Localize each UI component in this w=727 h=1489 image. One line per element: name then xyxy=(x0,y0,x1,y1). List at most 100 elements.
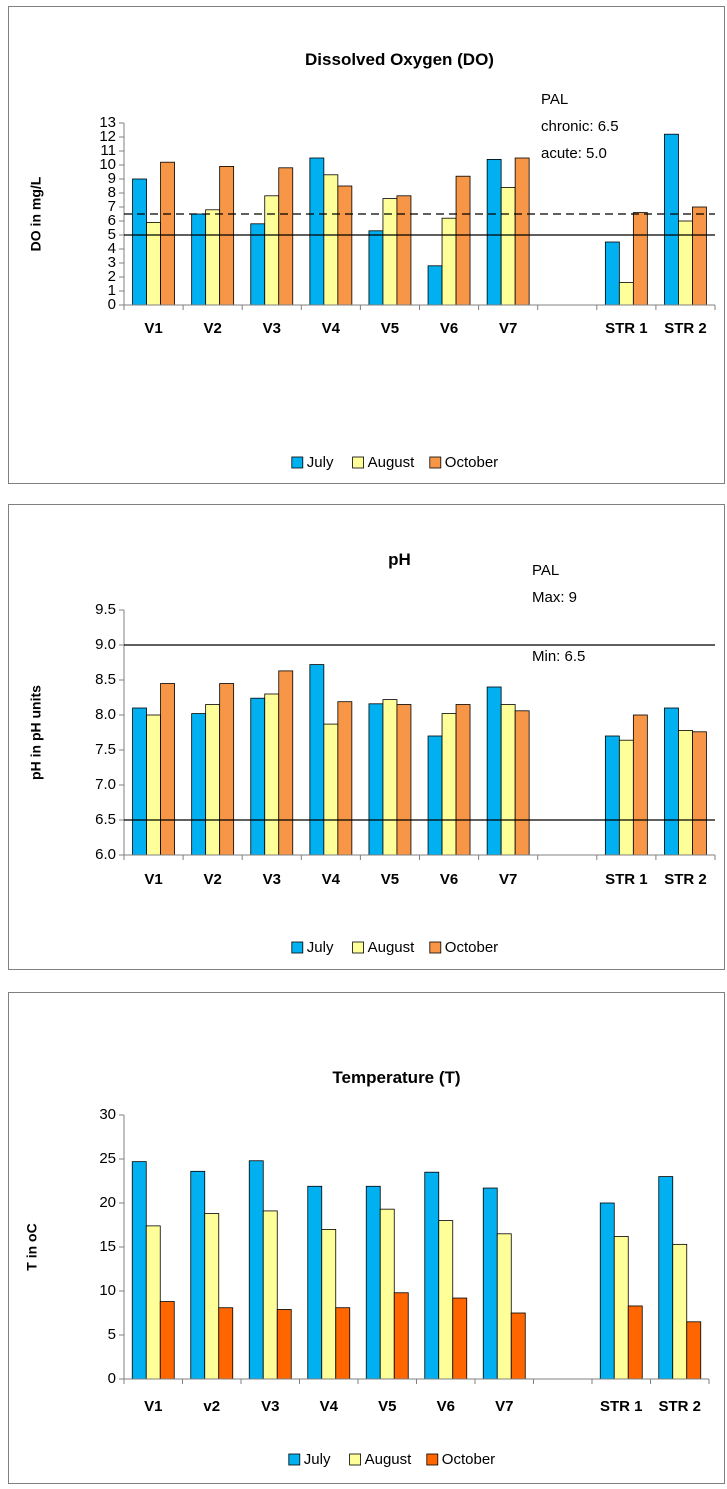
bar-august-v7 xyxy=(496,1233,512,1380)
legend-swatch-august xyxy=(352,941,365,954)
legend-label-october: October xyxy=(445,939,498,956)
bar-october-v4 xyxy=(337,701,353,856)
x-tick-label: V6 xyxy=(440,871,458,888)
bar-october-v3 xyxy=(278,670,294,856)
x-tick-label: v2 xyxy=(203,1398,220,1415)
legend-label-october: October xyxy=(445,454,498,471)
x-tick-label: V5 xyxy=(381,871,399,888)
bar-october-str-2 xyxy=(692,206,707,306)
y-tick-label: 8.5 xyxy=(95,671,116,688)
bar-august-v1 xyxy=(146,714,161,856)
x-tick-label: V2 xyxy=(203,871,221,888)
chart-title: Dissolved Oxygen (DO) xyxy=(305,50,494,69)
bar-july-v6 xyxy=(427,265,443,306)
bar-october-v2 xyxy=(219,165,235,306)
x-tick-label: V6 xyxy=(437,1398,455,1415)
x-tick-label: V7 xyxy=(495,1398,513,1415)
bar-july-v4 xyxy=(307,1185,323,1380)
y-tick-label: 6.0 xyxy=(95,846,116,863)
x-tick-label: V7 xyxy=(499,320,517,337)
y-tick-label: 0 xyxy=(108,1370,116,1387)
y-tick-label: 20 xyxy=(99,1194,116,1211)
x-tick-label: V7 xyxy=(499,871,517,888)
y-tick-label: 8 xyxy=(108,184,116,201)
bar-october-str-1 xyxy=(627,1305,643,1380)
legend-label-july: July xyxy=(304,1451,331,1468)
reference-line-label: Min: 6.5 xyxy=(532,648,585,665)
x-tick-label: V4 xyxy=(320,1398,339,1415)
legend-swatch-october xyxy=(429,456,442,469)
bar-july-v6 xyxy=(424,1171,440,1380)
bar-july-v1 xyxy=(132,707,147,856)
legend-label-august: August xyxy=(365,1451,413,1468)
legend-label-july: July xyxy=(307,939,334,956)
y-tick-label: 5 xyxy=(108,1326,116,1343)
ph-chart-panel: pH pH in pH units 6.0 6.5 7.0 7.5 8.0 8.5 9.0 9.5… xyxy=(8,504,725,970)
legend: July August October xyxy=(291,454,498,471)
bar-july-v2 xyxy=(191,213,207,306)
bar-october-v1 xyxy=(160,683,175,856)
bar-august-v3 xyxy=(264,195,280,306)
y-tick-label: 10 xyxy=(99,156,116,173)
bar-october-v4 xyxy=(337,185,353,306)
y-tick-label: 9 xyxy=(108,170,116,187)
bar-august-str-1 xyxy=(613,1236,629,1380)
x-tick-label: V3 xyxy=(263,871,281,888)
do-chart: Dissolved Oxygen (DO)DO in mg/L012345678… xyxy=(28,50,716,471)
bar-july-str-2 xyxy=(664,707,679,856)
x-tick-label: V5 xyxy=(381,320,399,337)
bar-october-v3 xyxy=(278,167,294,306)
bar-july-v5 xyxy=(365,1185,381,1380)
bar-july-v1 xyxy=(131,1161,147,1380)
bar-july-str-1 xyxy=(604,241,620,306)
legend-swatch-august xyxy=(352,456,365,469)
bar-july-v3 xyxy=(250,223,266,306)
reference-line-label: acute: 5.0 xyxy=(541,145,607,162)
bar-august-v7 xyxy=(500,186,516,306)
x-tick-label: V3 xyxy=(261,1398,279,1415)
bar-july-v7 xyxy=(486,686,502,856)
bar-october-v1 xyxy=(160,161,175,306)
temperature-chart-panel: Temperature (T) T in oC 0 5 10 15 20 25 30 V1 v2 V3… xyxy=(8,992,725,1484)
bar-july-str-1 xyxy=(604,735,620,856)
legend-swatch-august xyxy=(349,1453,362,1466)
bar-august-v2 xyxy=(205,209,221,306)
bar-october-v1 xyxy=(159,1301,175,1380)
x-tick-label: V6 xyxy=(440,320,458,337)
bar-august-v3 xyxy=(262,1210,278,1380)
x-tick-label: V1 xyxy=(144,1398,162,1415)
bar-october-v4 xyxy=(335,1307,351,1380)
legend-label-august: August xyxy=(368,939,416,956)
bar-october-v7 xyxy=(514,710,530,856)
y-tick-label: 6 xyxy=(108,212,116,229)
do-chart-panel: Dissolved Oxygen (DO) DO in mg/L 0 1 2 3 4 5 6 7 8… xyxy=(8,6,725,484)
y-tick-label: 30 xyxy=(99,1106,116,1123)
x-tick-label: STR 2 xyxy=(664,320,707,337)
bar-july-v1 xyxy=(132,178,147,306)
y-tick-label: 6.5 xyxy=(95,811,116,828)
bar-october-v7 xyxy=(514,157,530,306)
bar-july-str-2 xyxy=(664,133,679,306)
bar-october-v3 xyxy=(276,1309,292,1380)
bar-july-v2 xyxy=(190,1170,206,1380)
bar-august-v4 xyxy=(321,1228,337,1380)
bar-october-v6 xyxy=(455,704,471,856)
y-tick-label: 7 xyxy=(108,198,116,215)
reference-line-label: PAL xyxy=(532,562,559,579)
bar-august-v7 xyxy=(500,704,516,856)
bar-october-str-1 xyxy=(632,212,648,306)
legend-swatch-july xyxy=(288,1453,301,1466)
ph-chart: pH pH in pH units 6.0 6.5 7.0 7.5 8.0 8.5 9.0 9.5… xyxy=(28,550,716,956)
x-tick-label: V1 xyxy=(144,320,162,337)
legend-swatch-october xyxy=(426,1453,439,1466)
bar-august-v6 xyxy=(441,713,457,856)
x-tick-label: V2 xyxy=(203,320,221,337)
bar-july-v4 xyxy=(309,157,325,306)
y-tick-label: 2 xyxy=(108,268,116,285)
bar-july-str-2 xyxy=(658,1176,674,1380)
bar-october-str-1 xyxy=(632,714,648,856)
bar-july-v7 xyxy=(482,1187,498,1380)
y-axis-label: T in oC xyxy=(24,1223,40,1270)
bar-october-v2 xyxy=(219,683,235,856)
bar-august-str-2 xyxy=(672,1243,688,1380)
